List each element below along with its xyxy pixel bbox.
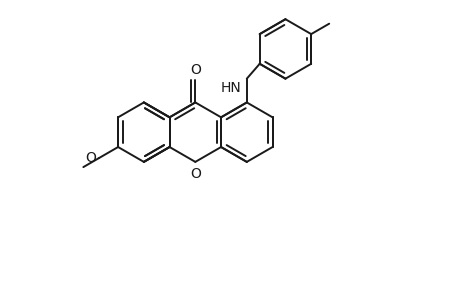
Text: O: O bbox=[85, 151, 95, 165]
Text: O: O bbox=[190, 167, 200, 181]
Text: HN: HN bbox=[220, 81, 241, 94]
Text: O: O bbox=[190, 63, 200, 77]
